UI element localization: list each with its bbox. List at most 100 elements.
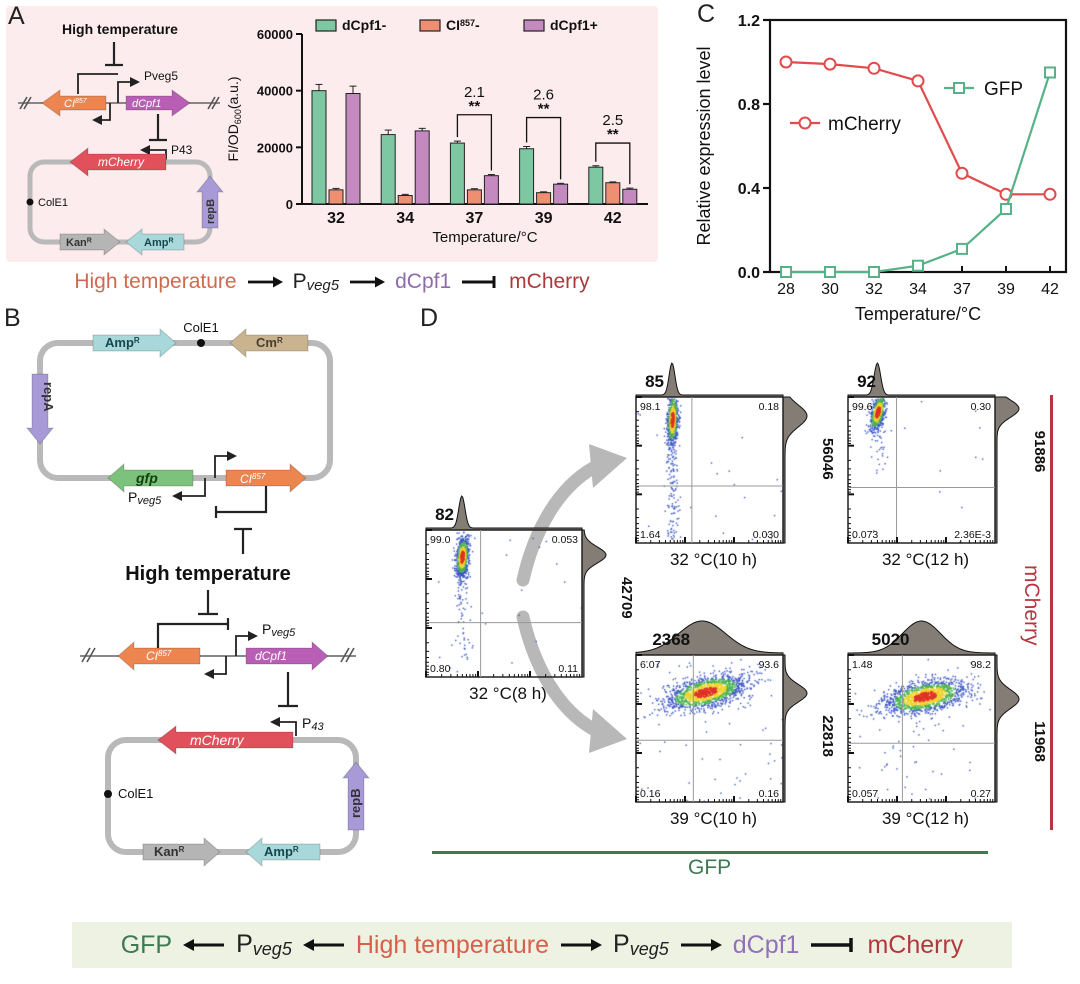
- bar-42-dCpf1-: [588, 166, 604, 205]
- quadrant-ll-value: 0.057: [852, 788, 878, 800]
- repb-gene-arrow: [341, 761, 371, 831]
- panel-b-label: B: [4, 304, 21, 332]
- scatter-canvas: [636, 397, 783, 543]
- promoter-arrowhead-icon: [92, 115, 102, 125]
- promoter-arrowhead-icon: [227, 451, 237, 461]
- x-tick-label: 39: [535, 210, 553, 227]
- quadrant-ur-value: 0.30: [971, 401, 992, 413]
- gfp-count-label: 92: [857, 372, 876, 391]
- quadrant-ur-value: 0.053: [552, 534, 578, 546]
- quadrant-lr-value: 0.11: [558, 663, 578, 675]
- slash-icon: [345, 647, 355, 663]
- data-point: [911, 74, 925, 88]
- quadrant-lr-value: 0.16: [759, 788, 780, 800]
- bar-32-CI857-: [328, 189, 344, 205]
- gfp-histogram: [847, 362, 996, 398]
- y-tick-label: 40000: [257, 84, 293, 99]
- y-tick-label: 0.0: [738, 265, 760, 282]
- arrow-right-icon: [247, 276, 283, 288]
- quadrant-ul-value: 98.1: [640, 401, 661, 413]
- pveg5-label: Pveg5: [262, 621, 296, 639]
- legend-label: CI857-: [446, 17, 480, 33]
- fold-change-label: 2.1: [464, 84, 485, 101]
- summary-gfp: GFP: [120, 930, 173, 959]
- x-axis-label: Temperature/°C: [432, 229, 537, 246]
- quadrant-ur-value: 98.2: [971, 659, 992, 671]
- legend-gfp: GFP: [984, 79, 1023, 100]
- gfp-histogram: [425, 495, 583, 531]
- cm-gene-label: CmR: [256, 335, 283, 350]
- divergent-promoter-arrow: [214, 656, 227, 675]
- panel-c-label: C: [697, 0, 716, 28]
- slash-icon: [19, 96, 28, 110]
- summary-dcpf1: dCpf1: [395, 270, 452, 293]
- bar-37-dCpf1+: [483, 175, 499, 205]
- arrowhead-icon: [589, 444, 627, 488]
- arrow-left-icon: [183, 939, 225, 951]
- arrowhead-icon: [589, 709, 627, 753]
- plot-frame: [425, 529, 583, 678]
- mcherry-histogram: [994, 396, 1020, 544]
- data-point: [780, 266, 792, 278]
- gfp-count-label: 2368: [652, 630, 690, 649]
- condition-title: 39 °C(12 h): [882, 809, 969, 828]
- divergent-promoter-arrow: [182, 478, 206, 497]
- promoter-arrowhead-icon: [270, 717, 280, 727]
- significance-stars: **: [607, 126, 619, 143]
- condition-title: 32 °C(10 h): [670, 550, 757, 569]
- x-tick-label: 32: [327, 210, 345, 227]
- pveg5-promoter-arrow: [214, 455, 227, 478]
- panel-a-circuit-diagram: High temperature CI857 dCpf1 Pveg5 P43 m…: [18, 21, 225, 257]
- legend-label: dCpf1-: [342, 17, 387, 33]
- significance-bracket: [456, 114, 493, 171]
- high-temperature-label: High temperature: [62, 21, 178, 37]
- y-tick-label: 20000: [257, 140, 293, 155]
- amp-gene-arrow: [245, 836, 321, 868]
- gfp-axis-label: GFP: [688, 856, 732, 879]
- plot-frame: [847, 654, 996, 803]
- quadrant-ul-value: 99.6: [852, 401, 873, 413]
- kan-gene-arrow: [142, 836, 221, 868]
- legend-swatch: [315, 19, 337, 32]
- data-point: [868, 266, 880, 278]
- repa-gene-arrow: [25, 373, 55, 445]
- dcpf1-gene-arrow: [245, 640, 329, 672]
- mcherry-axis-label: mCherry: [1020, 565, 1043, 646]
- summary-high-temperature: High temperature: [74, 270, 237, 293]
- repb-gene-label: repB: [205, 199, 217, 224]
- x-tick-label: 42: [1041, 281, 1059, 298]
- bar-34-dCpf1+: [414, 130, 430, 205]
- x-tick-label: 34: [396, 210, 414, 227]
- repression-bracket: [77, 73, 118, 94]
- bar-34-dCpf1-: [380, 134, 396, 205]
- arrow-right-icon: [561, 939, 602, 951]
- cole1-origin-dot: [26, 198, 34, 206]
- gfp-histogram: [635, 620, 784, 656]
- mcherry-gene-arrow: [157, 724, 294, 756]
- mcherry-axis-line: [1050, 395, 1053, 830]
- condition-title: 32 °C(12 h): [882, 550, 969, 569]
- bar-42-dCpf1+: [622, 188, 638, 205]
- cole1-label: ColE1: [118, 786, 153, 801]
- y-tick-label: 0.8: [738, 97, 760, 114]
- dcpf1-gene-label: dCpf1: [132, 98, 161, 110]
- summary-dcpf1: dCpf1: [732, 930, 800, 959]
- promoter-arrowhead-icon: [130, 77, 140, 87]
- ci857-gene-label: CI857: [240, 472, 266, 486]
- quadrant-ll-value: 0.16: [640, 788, 661, 800]
- mcherry-histogram: [581, 529, 607, 678]
- dcpf1-gene-label: dCpf1: [255, 649, 287, 663]
- mcherry-histogram: [782, 654, 808, 803]
- plot-frame: [635, 654, 784, 803]
- data-point: [824, 266, 836, 278]
- scatter-canvas: [848, 397, 995, 543]
- y-tick-label: 0: [286, 197, 293, 212]
- data-point: [1043, 187, 1057, 201]
- gfp-axis-line: [432, 851, 988, 854]
- quadrant-lr-value: 2.36E-3: [954, 529, 991, 541]
- data-point: [956, 242, 968, 255]
- significance-stars: **: [469, 98, 481, 115]
- fold-change-label: 2.5: [602, 112, 623, 129]
- panel-a-summary-cascade: High temperature Pveg5 dCpf1 mCherry: [62, 263, 602, 301]
